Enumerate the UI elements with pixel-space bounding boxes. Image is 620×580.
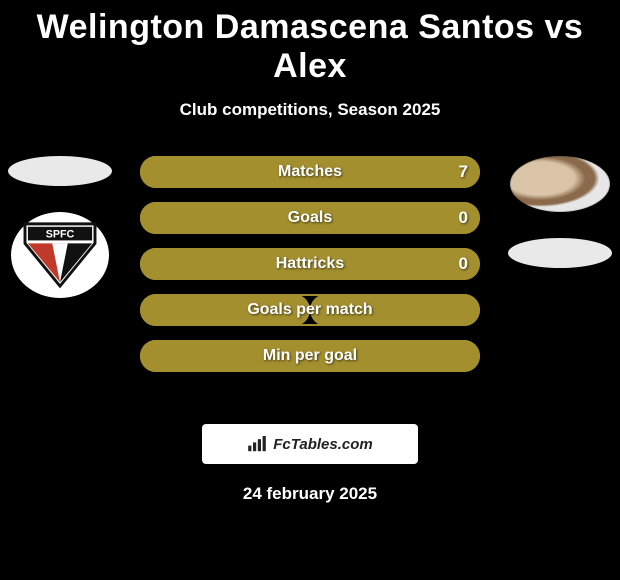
- left-player-avatar: [8, 156, 112, 186]
- brand-text: FcTables.com: [273, 436, 372, 453]
- spfc-shield-icon: SPFC: [21, 220, 99, 290]
- svg-text:SPFC: SPFC: [46, 229, 75, 241]
- stat-bar-left: [140, 294, 310, 326]
- page-title: Welington Damascena Santos vs Alex: [0, 0, 620, 86]
- brand-badge[interactable]: FcTables.com: [202, 424, 418, 464]
- left-club-logo: SPFC: [11, 212, 109, 298]
- stat-bar-right: [140, 340, 480, 372]
- stat-bar-right: [140, 248, 480, 280]
- stat-bars: Matches7 Goals0 Hattricks0 Goals per match M…: [140, 156, 480, 372]
- page-subtitle: Club competitions, Season 2025: [0, 100, 620, 120]
- stat-row: Goals0: [140, 202, 480, 234]
- stat-row: Hattricks0: [140, 248, 480, 280]
- stat-row: Matches7: [140, 156, 480, 188]
- right-club-logo: [508, 238, 612, 268]
- stat-bar-right: [140, 156, 480, 188]
- stat-bar-right: [140, 202, 480, 234]
- right-player-col: [500, 156, 620, 268]
- stat-bar-right: [310, 294, 480, 326]
- stat-row: Goals per match: [140, 294, 480, 326]
- comparison-area: SPFC Matches7 Goals0 Hattricks0 Goals per m…: [0, 156, 620, 416]
- left-player-col: SPFC: [0, 156, 120, 298]
- right-player-avatar: [510, 156, 610, 212]
- footer-date: 24 february 2025: [0, 484, 620, 504]
- bar-chart-icon: [247, 436, 267, 452]
- stat-row: Min per goal: [140, 340, 480, 372]
